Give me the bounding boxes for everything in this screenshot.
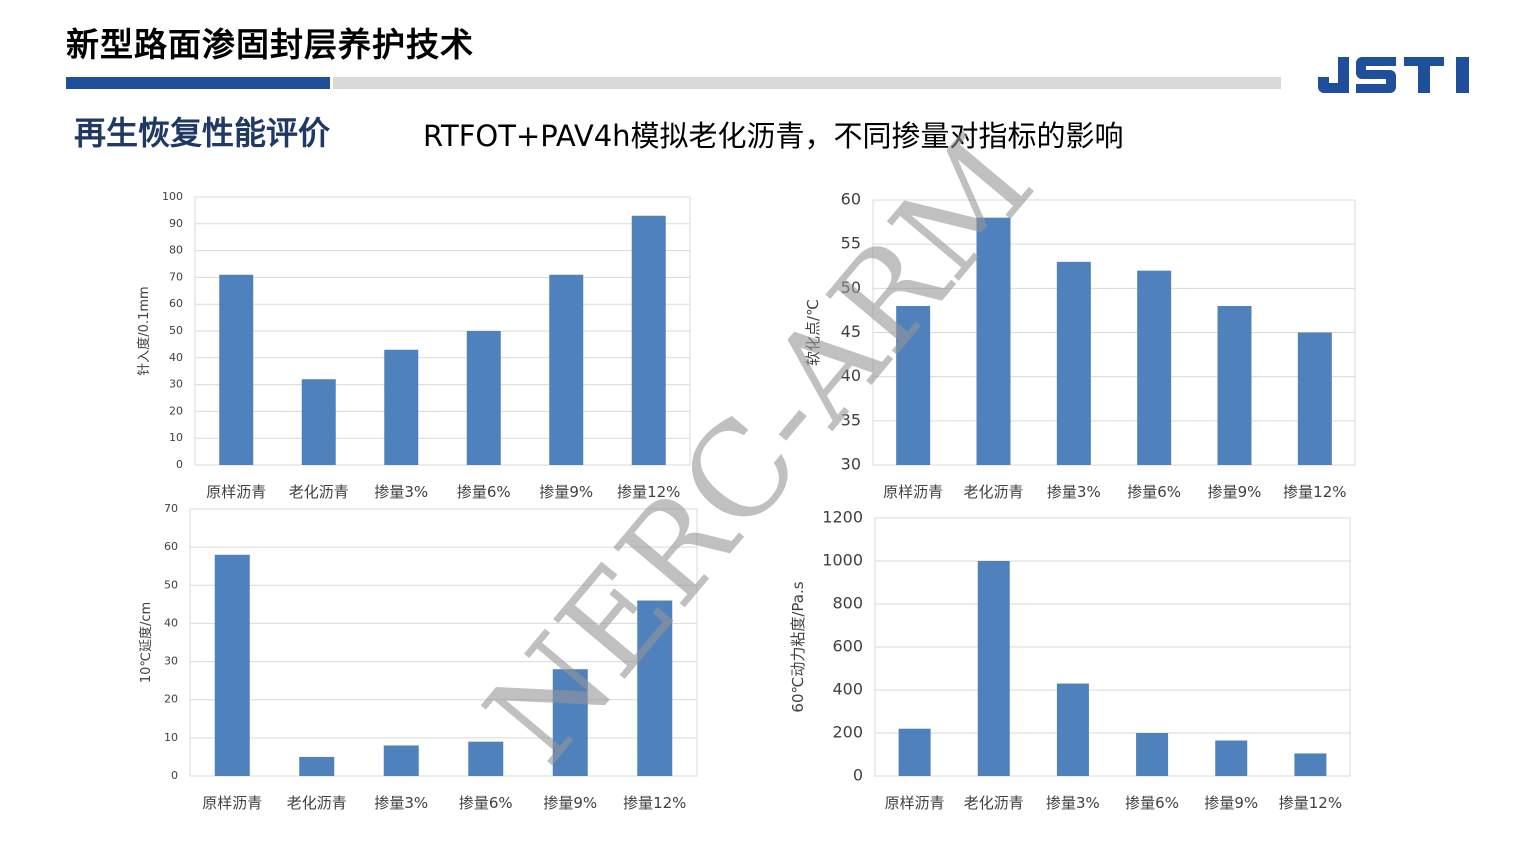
y-tick-label: 50 — [169, 324, 183, 337]
y-tick-label: 90 — [169, 217, 183, 230]
y-tick-label: 40 — [841, 366, 861, 385]
x-tick-label: 掺量6% — [1125, 794, 1179, 812]
y-tick-label: 100 — [162, 190, 183, 203]
x-tick-label: 掺量3% — [374, 483, 428, 501]
bar — [1217, 306, 1252, 465]
jsti-logo — [1318, 57, 1469, 93]
bar — [976, 217, 1011, 465]
header-divider-bar — [333, 77, 1281, 89]
bar — [896, 306, 931, 465]
y-tick-label: 35 — [841, 410, 861, 429]
x-tick-label: 掺量6% — [457, 483, 511, 501]
x-tick-label: 掺量12% — [617, 483, 680, 501]
bar — [1137, 270, 1172, 465]
x-tick-label: 掺量9% — [539, 483, 593, 501]
header-accent-bar — [66, 77, 330, 89]
y-axis-label: 针入度/0.1mm — [136, 286, 152, 375]
y-tick-label: 1200 — [822, 508, 863, 527]
y-tick-label: 40 — [164, 616, 178, 629]
bar — [898, 728, 931, 776]
bar — [214, 554, 250, 776]
y-axis-label: 软化点/℃ — [804, 299, 822, 366]
section-title: 再生恢复性能评价 — [74, 114, 331, 152]
x-tick-label: 掺量9% — [543, 794, 597, 812]
x-tick-label: 掺量3% — [1046, 794, 1100, 812]
x-tick-label: 原样沥青 — [206, 483, 266, 501]
y-tick-label: 800 — [832, 594, 863, 613]
bar — [977, 561, 1010, 776]
x-tick-label: 掺量9% — [1208, 483, 1262, 501]
y-tick-label: 200 — [832, 723, 863, 742]
bar — [1056, 683, 1089, 776]
y-tick-label: 60 — [164, 540, 178, 553]
y-tick-label: 30 — [164, 655, 178, 668]
y-tick-label: 1000 — [822, 551, 863, 570]
x-tick-label: 原样沥青 — [885, 794, 945, 812]
bar — [1297, 332, 1332, 465]
x-tick-label: 掺量12% — [1279, 794, 1342, 812]
bar — [219, 274, 254, 465]
page-title: 新型路面渗固封层养护技术 — [66, 25, 474, 64]
y-axis-label: 10℃延度/cm — [138, 602, 154, 683]
x-tick-label: 掺量3% — [1047, 483, 1101, 501]
y-tick-label: 0 — [176, 458, 183, 471]
x-tick-label: 老化沥青 — [963, 483, 1023, 501]
y-tick-label: 80 — [169, 244, 183, 257]
bar — [384, 349, 419, 465]
x-tick-label: 老化沥青 — [287, 794, 347, 812]
y-tick-label: 0 — [853, 766, 863, 785]
y-tick-label: 600 — [832, 637, 863, 656]
x-tick-label: 掺量12% — [1283, 483, 1346, 501]
y-tick-label: 50 — [164, 578, 178, 591]
x-tick-label: 掺量9% — [1204, 794, 1258, 812]
y-tick-label: 60 — [169, 297, 183, 310]
y-tick-label: 10 — [164, 731, 178, 744]
bar — [631, 215, 666, 465]
y-tick-label: 10 — [169, 431, 183, 444]
y-axis-label: 60℃动力粘度/Pa.s — [789, 581, 807, 712]
bar — [1136, 733, 1169, 776]
y-tick-label: 70 — [164, 502, 178, 515]
bar — [1215, 740, 1248, 776]
bar — [1294, 753, 1327, 776]
y-tick-label: 0 — [171, 769, 178, 782]
x-tick-label: 老化沥青 — [964, 794, 1024, 812]
y-tick-label: 30 — [841, 455, 861, 474]
y-tick-label: 20 — [164, 693, 178, 706]
y-tick-label: 45 — [841, 322, 861, 341]
y-tick-label: 20 — [169, 404, 183, 417]
bar — [549, 274, 584, 465]
bar — [468, 741, 504, 776]
x-tick-label: 原样沥青 — [883, 483, 943, 501]
y-tick-label: 40 — [169, 351, 183, 364]
section-subtitle: RTFOT+PAV4h模拟老化沥青，不同掺量对指标的影响 — [423, 119, 1124, 153]
bar — [299, 756, 335, 776]
x-tick-label: 老化沥青 — [289, 483, 349, 501]
bar — [1056, 261, 1091, 465]
y-tick-label: 400 — [832, 680, 863, 699]
y-tick-label: 50 — [841, 278, 861, 297]
x-tick-label: 原样沥青 — [202, 794, 262, 812]
bar — [383, 745, 419, 776]
x-tick-label: 掺量6% — [1127, 483, 1181, 501]
x-tick-label: 掺量12% — [623, 794, 686, 812]
y-tick-label: 70 — [169, 270, 183, 283]
x-tick-label: 掺量3% — [374, 794, 428, 812]
bar — [637, 600, 673, 776]
x-tick-label: 掺量6% — [459, 794, 513, 812]
y-tick-label: 55 — [841, 234, 861, 253]
y-tick-label: 30 — [169, 378, 183, 391]
y-tick-label: 60 — [841, 190, 861, 209]
bar — [301, 379, 336, 465]
bar — [552, 669, 588, 776]
bar — [466, 331, 501, 465]
